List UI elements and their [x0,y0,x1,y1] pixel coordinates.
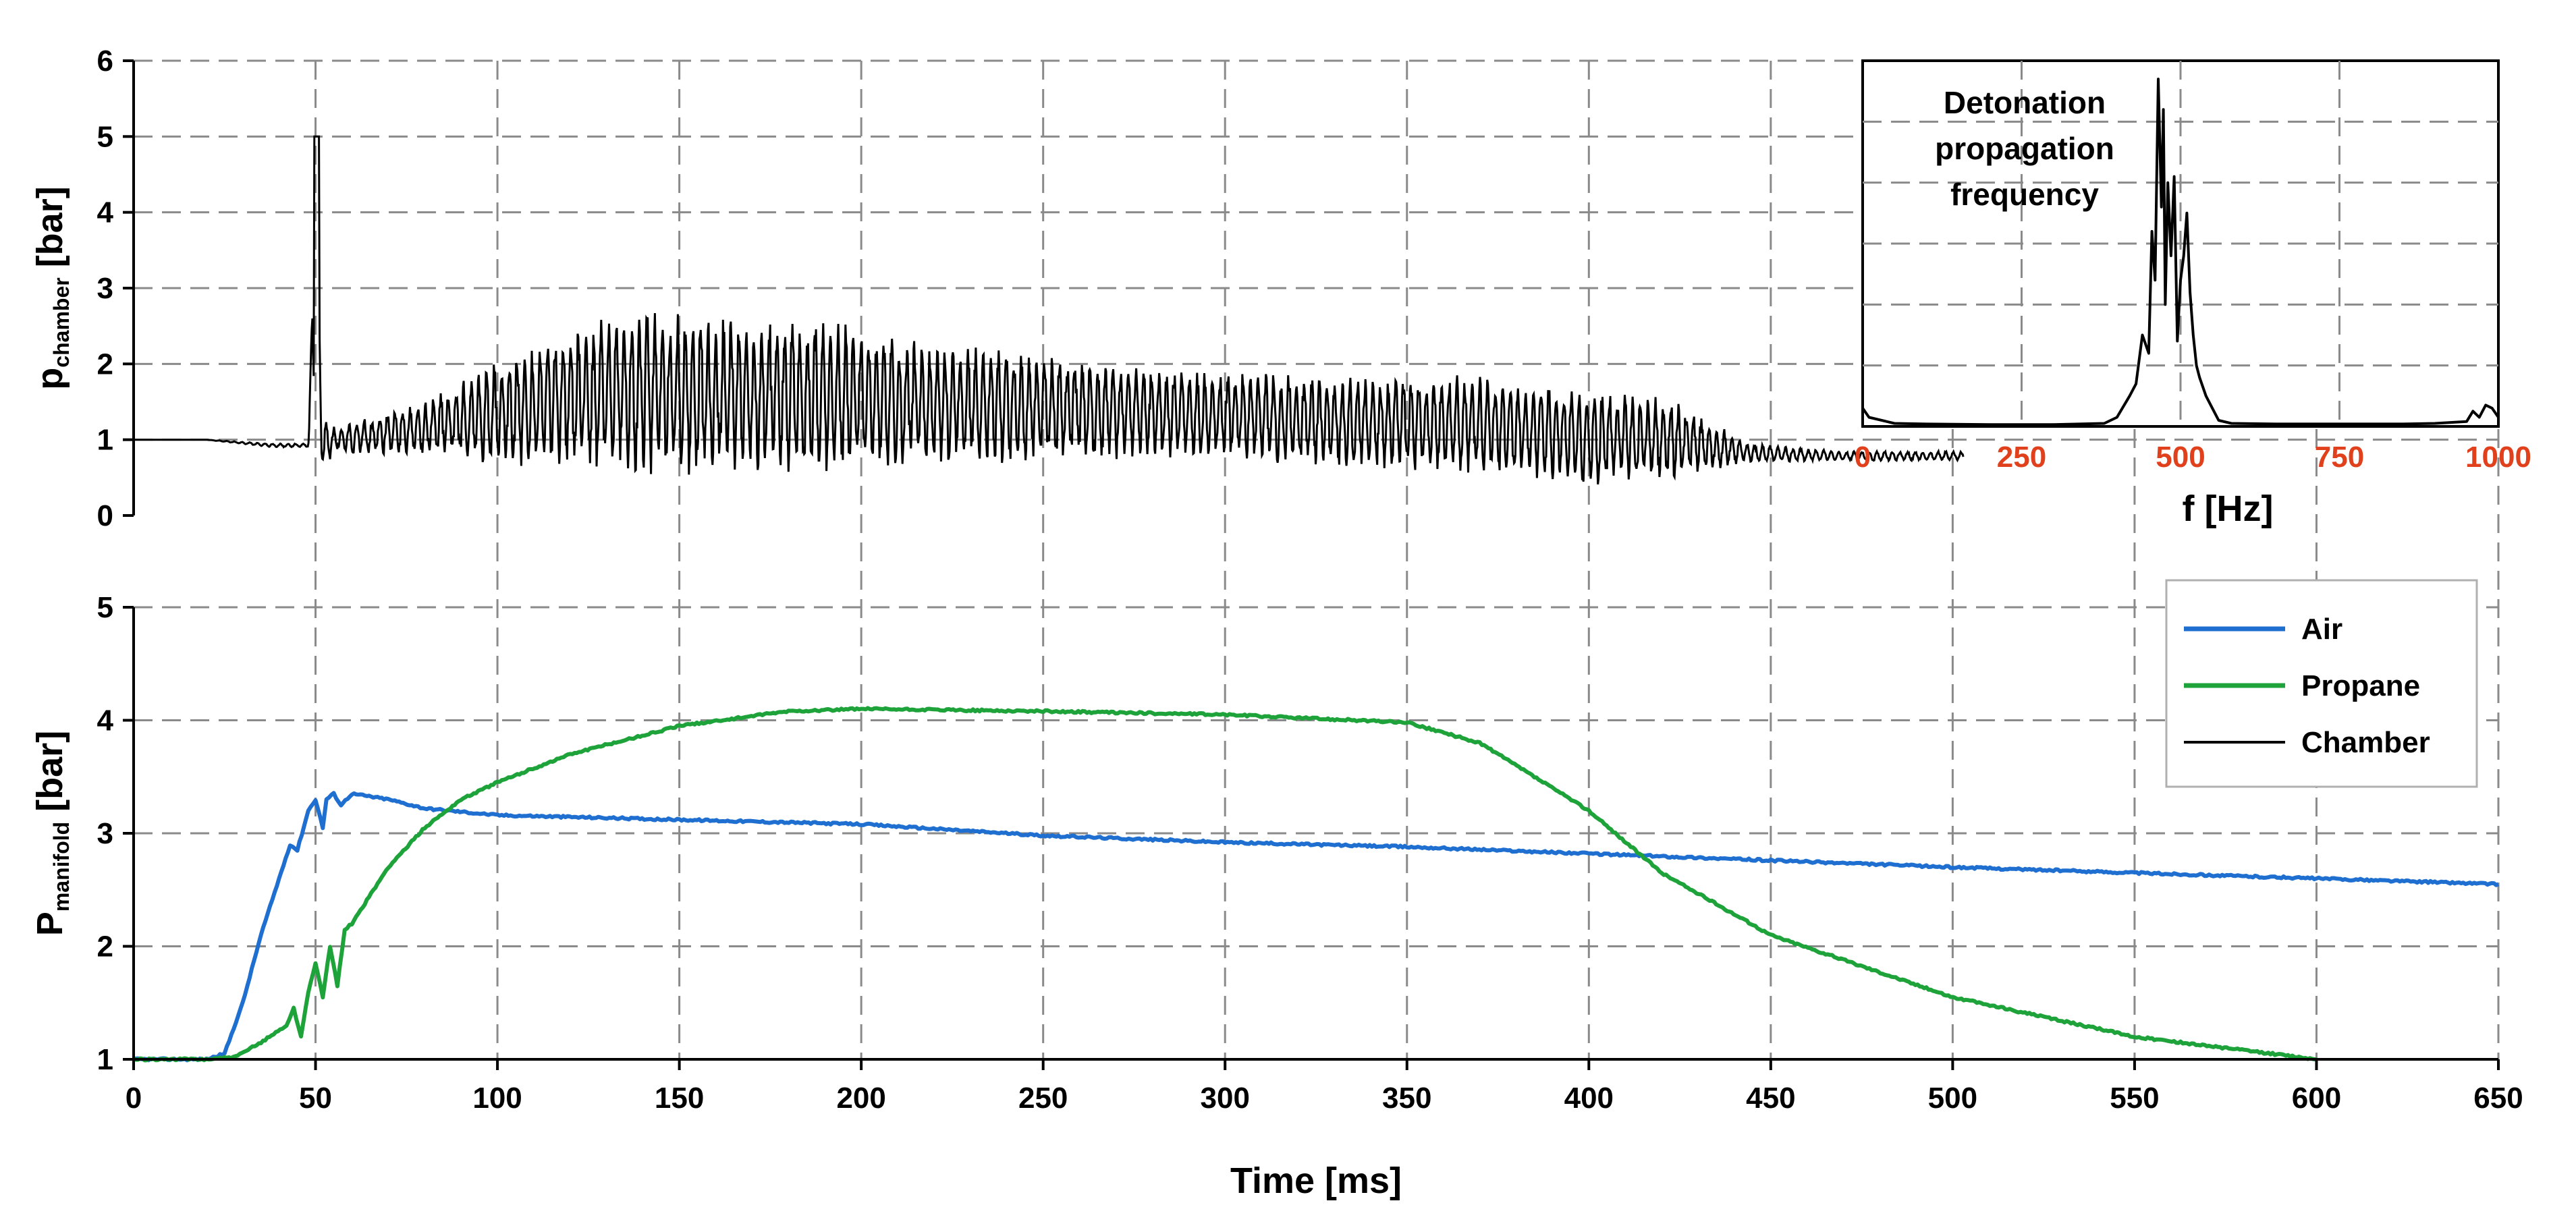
fft-inset: 0 250 500 750 1000 Detonation propagation frequ… [1855,59,2531,529]
legend-label-propane: Propane [2301,669,2420,702]
ytick-label-bottom: 4 [97,704,114,737]
xtick-label-600: 600 [2292,1082,2341,1115]
inset-title-line-2: propagation [1935,131,2114,166]
ytick-label-bottom: 3 [97,817,113,850]
ytick-label-top: 0 [97,499,113,532]
xtick-label-450: 450 [1746,1082,1795,1115]
series-marks [132,135,2500,1063]
air-manifold-line [133,791,2500,1063]
inset-xtick-label-0: 0 [1855,441,1871,474]
inset-xtick-label-1000: 1000 [2465,441,2531,474]
legend-label-air: Air [2301,613,2342,646]
ytick-label-top: 2 [97,347,113,381]
legend-label-chamber: Chamber [2301,726,2430,759]
xtick-label-650: 650 [2473,1082,2523,1115]
xtick-label-150: 150 [655,1082,704,1115]
legend: Air Propane Chamber [2165,579,2478,788]
ytick-label-top: 3 [97,272,113,305]
ytick-label-bottom: 1 [97,1043,113,1076]
ytick-label-bottom: 5 [97,591,113,624]
y-axis-label-chamber: pchamber [bar] [30,186,74,389]
inset-spectrum-line [1861,78,2500,426]
inset-title-line-3: frequency [1950,177,2099,212]
x-axis-label-time: Time [ms] [1230,1161,1402,1201]
xtick-label-0: 0 [126,1082,142,1115]
propane-manifold-line [132,706,2317,1063]
chamber-pressure-line [134,135,1965,484]
inset-x-axis-label: f [Hz] [2183,489,2274,529]
ytick-label-top: 4 [97,196,114,229]
xtick-label-350: 350 [1382,1082,1431,1115]
inset-xtick-label-750: 750 [2315,441,2364,474]
xtick-label-550: 550 [2110,1082,2159,1115]
inset-xtick-label-500: 500 [2156,441,2205,474]
xtick-label-50: 50 [299,1082,332,1115]
axis-labels: pchamber [bar] Pmanifold [bar] Time [ms] [30,186,1402,1201]
inset-title-line-1: Detonation [1944,85,2106,120]
xtick-label-250: 250 [1018,1082,1068,1115]
xtick-label-100: 100 [472,1082,522,1115]
ytick-label-top: 5 [97,120,113,153]
y-axis-label-manifold: Pmanifold [bar] [30,731,74,936]
ytick-label-top: 1 [97,424,113,457]
xtick-label-300: 300 [1201,1082,1250,1115]
xtick-label-400: 400 [1564,1082,1614,1115]
xtick-label-500: 500 [1928,1082,1977,1115]
xtick-label-200: 200 [836,1082,885,1115]
ytick-label-bottom: 2 [97,930,113,964]
inset-xtick-label-250: 250 [1997,441,2046,474]
ytick-label-top: 6 [97,45,113,78]
